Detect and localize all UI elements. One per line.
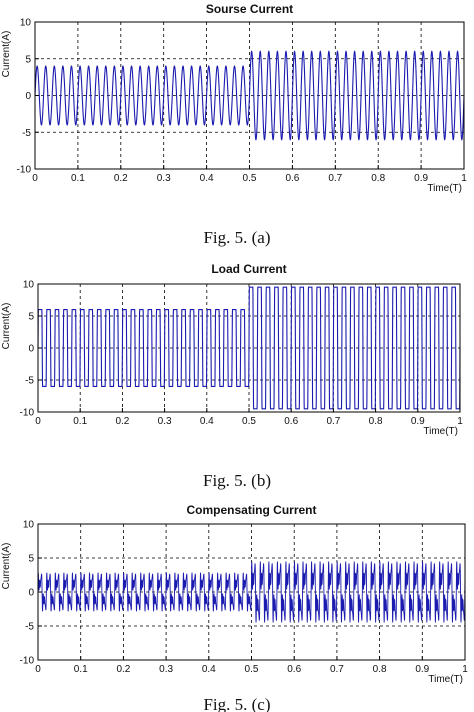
- chart-title: Load Current: [211, 262, 286, 276]
- x-tick-label: 0.5: [243, 173, 257, 184]
- x-tick-label: 0.6: [287, 664, 301, 675]
- y-tick-label: -10: [20, 408, 35, 419]
- y-axis-label: Current(A): [1, 303, 12, 350]
- series-line: [34, 50, 465, 141]
- y-tick-label: 10: [23, 280, 35, 291]
- y-tick-label: 0: [28, 588, 34, 599]
- x-tick-label: 0.1: [74, 664, 88, 675]
- x-tick-label: 0.2: [114, 173, 128, 184]
- figure-caption: Fig. 5. (b): [203, 471, 271, 490]
- y-tick-label: 0: [28, 344, 34, 355]
- x-tick-label: 0.7: [326, 416, 340, 427]
- x-tick-label: 0.8: [369, 416, 383, 427]
- x-tick-label: 0.3: [159, 664, 173, 675]
- x-tick-label: 0.6: [284, 416, 298, 427]
- x-tick-label: 1: [457, 416, 463, 427]
- figure-caption: Fig. 5. (c): [203, 695, 270, 712]
- x-tick-label: 0.6: [285, 173, 299, 184]
- chart-title: Sourse Current: [206, 2, 293, 16]
- x-tick-label: 0.1: [71, 173, 85, 184]
- x-axis-label: Time(T): [423, 426, 458, 437]
- y-axis-label: Current(A): [1, 31, 12, 78]
- y-tick-label: -10: [17, 165, 32, 176]
- x-tick-label: 0.8: [373, 664, 387, 675]
- x-tick-label: 0.9: [411, 416, 425, 427]
- x-axis-label: Time(T): [428, 674, 463, 685]
- y-tick-label: 5: [25, 54, 31, 65]
- x-tick-label: 0.7: [328, 173, 342, 184]
- x-tick-label: 0.8: [371, 173, 385, 184]
- y-tick-label: -5: [25, 622, 34, 633]
- x-tick-label: 0: [35, 664, 41, 675]
- x-tick-label: 0.4: [200, 416, 214, 427]
- x-tick-label: 1: [462, 664, 468, 675]
- y-tick-label: 5: [28, 312, 34, 323]
- x-tick-label: 0.9: [415, 664, 429, 675]
- series-line: [37, 561, 466, 623]
- x-tick-label: 0.4: [200, 173, 214, 184]
- y-axis-label: Current(A): [1, 543, 12, 590]
- y-tick-label: 10: [23, 520, 35, 531]
- x-tick-label: 1: [461, 173, 467, 184]
- x-tick-label: 0.2: [115, 416, 129, 427]
- x-tick-label: 0.3: [158, 416, 172, 427]
- series-line: [37, 286, 461, 410]
- y-tick-label: 10: [20, 18, 32, 29]
- x-tick-label: 0.5: [242, 416, 256, 427]
- x-tick-label: 0.5: [245, 664, 259, 675]
- x-tick-label: 0.3: [157, 173, 171, 184]
- x-tick-label: 0: [35, 416, 41, 427]
- figure-caption: Fig. 5. (a): [203, 228, 270, 247]
- chart-panel-1: Load Current 0 0.1 0.2 0.3 0.4 0.5 0.6 0.7 0.8 0.9…: [1, 262, 463, 490]
- chart-panel-2: Compensating Current 0 0.1 0.2 0.3 0.4 0.5 0.6 0…: [1, 503, 468, 712]
- y-tick-label: 5: [28, 554, 34, 565]
- x-tick-label: 0.9: [414, 173, 428, 184]
- y-tick-label: 0: [25, 91, 31, 102]
- x-tick-label: 0.7: [330, 664, 344, 675]
- y-tick-label: -10: [20, 656, 35, 667]
- chart-panel-0: Sourse Current 0 0.1 0.2 0.3 0.4 0.5 0.6 0.7 0.8 0…: [1, 2, 467, 247]
- chart-title: Compensating Current: [186, 503, 316, 517]
- x-axis-label: Time(T): [427, 183, 462, 194]
- x-tick-label: 0.4: [202, 664, 216, 675]
- y-tick-label: -5: [25, 376, 34, 387]
- x-tick-label: 0.2: [116, 664, 130, 675]
- y-tick-label: -5: [22, 128, 31, 139]
- x-tick-label: 0: [32, 173, 38, 184]
- x-tick-label: 0.1: [73, 416, 87, 427]
